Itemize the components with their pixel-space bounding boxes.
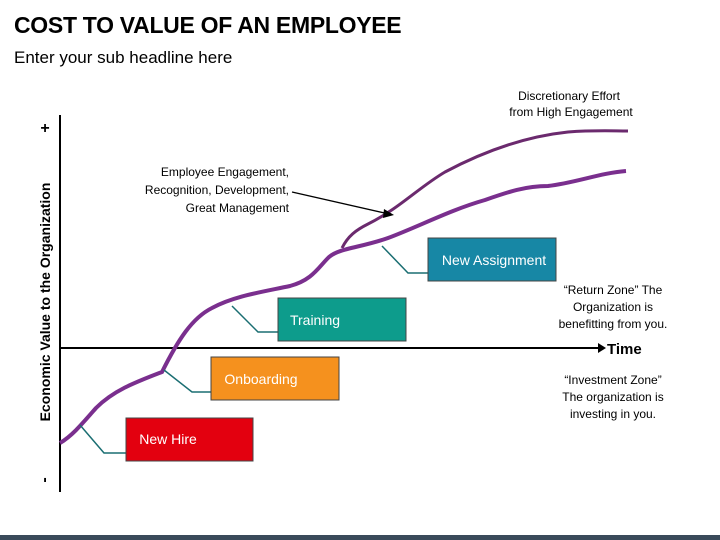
return-zone-line-1: “Return Zone” The (564, 283, 663, 297)
discretionary-line-2: from High Engagement (509, 105, 633, 119)
employee-value-curve (58, 169, 627, 445)
x-axis-arrowhead (598, 343, 606, 353)
footer-bar (0, 535, 720, 540)
discretionary-line-1: Discretionary Effort (518, 89, 620, 103)
page-subtitle: Enter your sub headline here (14, 48, 233, 67)
training-box (277, 297, 407, 342)
new-assignment-connector (381, 245, 428, 274)
stage-new-assignment: New Assignment (427, 237, 557, 282)
new-assignment-label: New Assignment (442, 252, 546, 268)
investment-zone-line-2: The organization is (562, 390, 663, 404)
return-zone-note: “Return Zone” The Organization is benefi… (559, 283, 668, 331)
engagement-note: Employee Engagement, Recognition, Develo… (145, 165, 290, 215)
engagement-line-3: Great Management (186, 201, 290, 215)
return-zone-line-2: Organization is (573, 300, 653, 314)
page-title: COST TO VALUE OF AN EMPLOYEE (14, 12, 402, 38)
new-assignment-box (427, 237, 557, 282)
engagement-arrow (291, 191, 390, 215)
new-hire-label: New Hire (139, 431, 197, 447)
onboarding-box (210, 356, 340, 401)
training-connector (231, 305, 278, 333)
investment-zone-line-1: “Investment Zone” (564, 373, 661, 387)
engagement-line-1: Employee Engagement, (161, 165, 289, 179)
stage-onboarding: Onboarding (210, 356, 340, 401)
discretionary-effort-curve (340, 129, 629, 249)
investment-zone-note: “Investment Zone” The organization is in… (562, 373, 663, 421)
onboarding-connector (163, 369, 211, 393)
investment-zone-line-3: investing in you. (570, 407, 656, 421)
x-axis-label: Time (607, 341, 642, 358)
discretionary-effort-note: Discretionary Effort from High Engagemen… (509, 89, 633, 119)
new-hire-connector (79, 424, 126, 454)
stage-training: Training (277, 297, 407, 342)
training-label: Training (290, 312, 340, 328)
engagement-line-2: Recognition, Development, (145, 183, 289, 197)
y-axis-plus: + (40, 120, 49, 137)
engagement-arrowhead (383, 209, 394, 218)
y-axis-label: Economic Value to the Organization (37, 183, 53, 422)
new-hire-box (125, 417, 254, 462)
onboarding-label: Onboarding (224, 371, 297, 387)
return-zone-line-3: benefitting from you. (559, 317, 668, 331)
y-axis-minus: - (36, 477, 53, 482)
stage-new-hire: New Hire (125, 417, 254, 462)
